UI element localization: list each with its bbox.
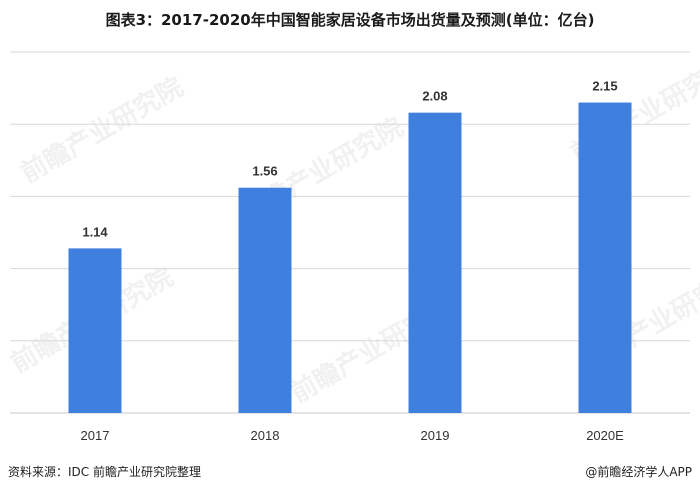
x-tick-2017: 2017	[81, 428, 110, 443]
data-labels: 1.14 1.56 2.08 2.15	[82, 79, 617, 240]
bars	[68, 102, 632, 413]
brand-credit: @前瞻经济学人APP	[585, 465, 692, 479]
x-axis-ticks: 2017 2018 2019 2020E	[81, 428, 625, 443]
gridlines	[10, 51, 690, 414]
x-tick-2019: 2019	[421, 428, 450, 443]
bar-chart: 1.14 1.56 2.08 2.15 2017 2018 2019 2020E	[10, 51, 690, 443]
x-tick-2020E: 2020E	[586, 428, 624, 443]
bar-2019	[408, 112, 462, 413]
bar-2018	[238, 187, 292, 413]
bar-2020E	[578, 102, 632, 413]
data-label-2017: 1.14	[82, 224, 108, 239]
data-label-2018: 1.56	[252, 164, 277, 179]
chart-title: 图表3：2017-2020年中国智能家居设备市场出货量及预测(单位：亿台)	[105, 11, 595, 29]
source-note: 资料来源：IDC 前瞻产业研究院整理	[8, 465, 201, 479]
data-label-2020E: 2.15	[592, 79, 617, 94]
data-label-2019: 2.08	[422, 89, 447, 104]
x-tick-2018: 2018	[251, 428, 280, 443]
bar-2017	[68, 248, 122, 413]
